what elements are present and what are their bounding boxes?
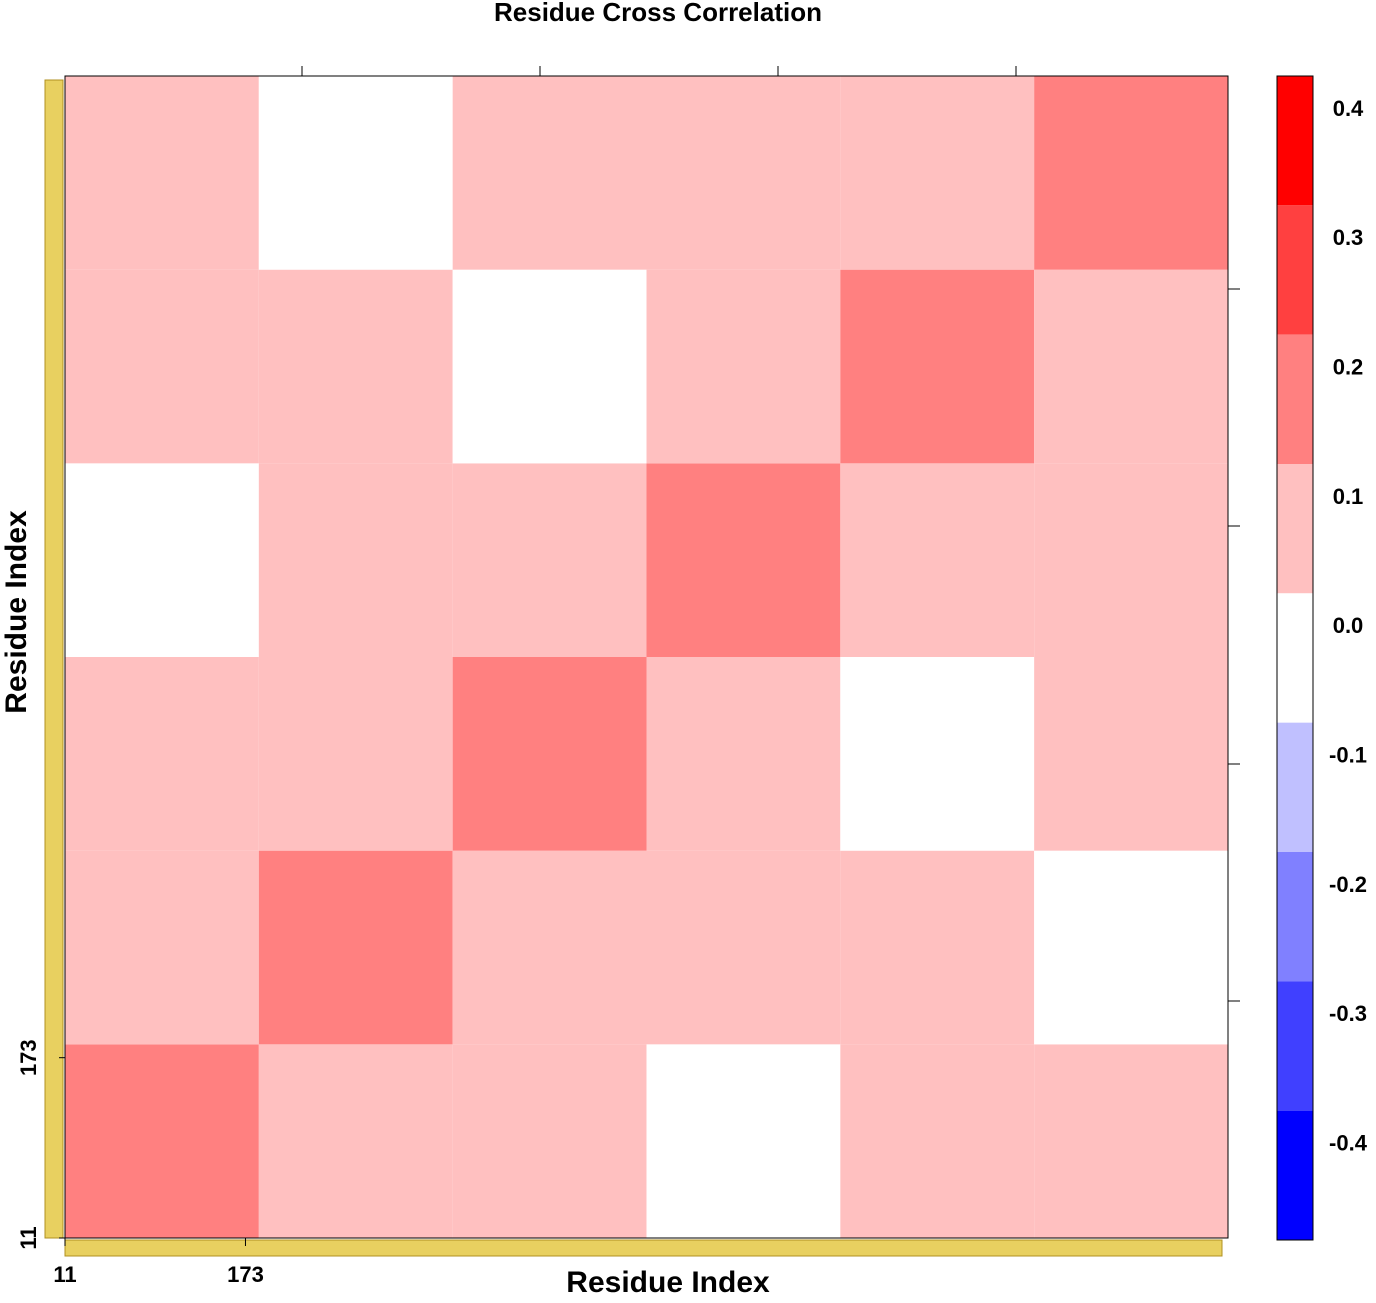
axis-bar bbox=[44, 79, 64, 1239]
colorbar-band bbox=[1277, 334, 1313, 464]
x-axis-label: Residue Index bbox=[566, 1266, 770, 1298]
colorbar-label: 0.0 bbox=[1333, 613, 1364, 638]
heatmap-cell bbox=[646, 657, 841, 851]
heatmap-cell bbox=[65, 269, 259, 464]
colorbar-label: 0.2 bbox=[1333, 354, 1364, 379]
frame-ticks bbox=[301, 66, 1240, 1002]
colorbar-band bbox=[1277, 76, 1313, 206]
heatmap-cell bbox=[258, 657, 453, 851]
heatmap-cell bbox=[1034, 76, 1228, 270]
y-tick-label: 173 bbox=[16, 1039, 41, 1076]
heatmap-cell bbox=[452, 76, 647, 270]
heatmap-cell bbox=[1034, 269, 1228, 464]
colorbar-label: 0.4 bbox=[1333, 96, 1364, 121]
heatmap-cell bbox=[1034, 657, 1228, 851]
heatmap-cell bbox=[646, 850, 841, 1045]
heatmap-cell bbox=[646, 1044, 841, 1238]
y-axis-label: Residue Index bbox=[0, 510, 33, 714]
y-tick-label: 11 bbox=[16, 1226, 41, 1249]
heatmap-cell bbox=[452, 1044, 647, 1238]
heatmap-cell bbox=[1034, 850, 1228, 1045]
colorbar-label: -0.4 bbox=[1329, 1130, 1368, 1155]
colorbar-band bbox=[1277, 981, 1313, 1111]
heatmap-cell bbox=[840, 850, 1035, 1045]
heatmap-cell bbox=[840, 76, 1035, 270]
colorbar-frame bbox=[1276, 75, 1314, 1241]
colorbar-band bbox=[1277, 722, 1313, 852]
heatmap-cell bbox=[646, 269, 841, 464]
heatmap-cell bbox=[452, 657, 647, 851]
heatmap-cell bbox=[65, 76, 259, 270]
heatmap-cell bbox=[840, 657, 1035, 851]
heatmap-cell bbox=[258, 463, 453, 657]
heatmap-cell bbox=[452, 463, 647, 657]
heatmap-cell bbox=[452, 850, 647, 1045]
colorbar-label: 0.3 bbox=[1333, 225, 1364, 250]
chart-title: Residue Cross Correlation bbox=[494, 0, 822, 27]
x-tick-label: 11 bbox=[53, 1262, 76, 1287]
heatmap bbox=[65, 76, 1228, 1238]
heatmap-cell bbox=[258, 269, 453, 464]
plot-frame bbox=[64, 75, 1229, 1239]
heatmap-cell bbox=[65, 463, 259, 657]
heatmap-cell bbox=[65, 850, 259, 1045]
heatmap-cell bbox=[840, 1044, 1035, 1238]
colorbar-band bbox=[1277, 205, 1313, 335]
heatmap-cell bbox=[840, 269, 1035, 464]
heatmap-cell bbox=[1034, 1044, 1228, 1238]
colorbar-band bbox=[1277, 852, 1313, 982]
heatmap-cell bbox=[258, 76, 453, 270]
axis-bar bbox=[64, 1239, 1223, 1257]
heatmap-cell bbox=[258, 850, 453, 1045]
colorbar-label: 0.1 bbox=[1333, 484, 1364, 509]
colorbar-label: -0.1 bbox=[1329, 742, 1367, 767]
colorbar-label: -0.3 bbox=[1329, 1001, 1367, 1026]
heatmap-cell bbox=[65, 1044, 259, 1238]
colorbar-band bbox=[1277, 464, 1313, 594]
heatmap-cell bbox=[840, 463, 1035, 657]
heatmap-cell bbox=[452, 269, 647, 464]
heatmap-cell bbox=[646, 76, 841, 270]
heatmap-cell bbox=[646, 463, 841, 657]
heatmap-cell bbox=[258, 1044, 453, 1238]
colorbar-label: -0.2 bbox=[1329, 872, 1367, 897]
x-tick-label: 173 bbox=[227, 1262, 264, 1287]
heatmap-cell bbox=[65, 657, 259, 851]
heatmap-cell bbox=[1034, 463, 1228, 657]
colorbar-band bbox=[1277, 1110, 1313, 1240]
colorbar-band bbox=[1277, 593, 1313, 723]
